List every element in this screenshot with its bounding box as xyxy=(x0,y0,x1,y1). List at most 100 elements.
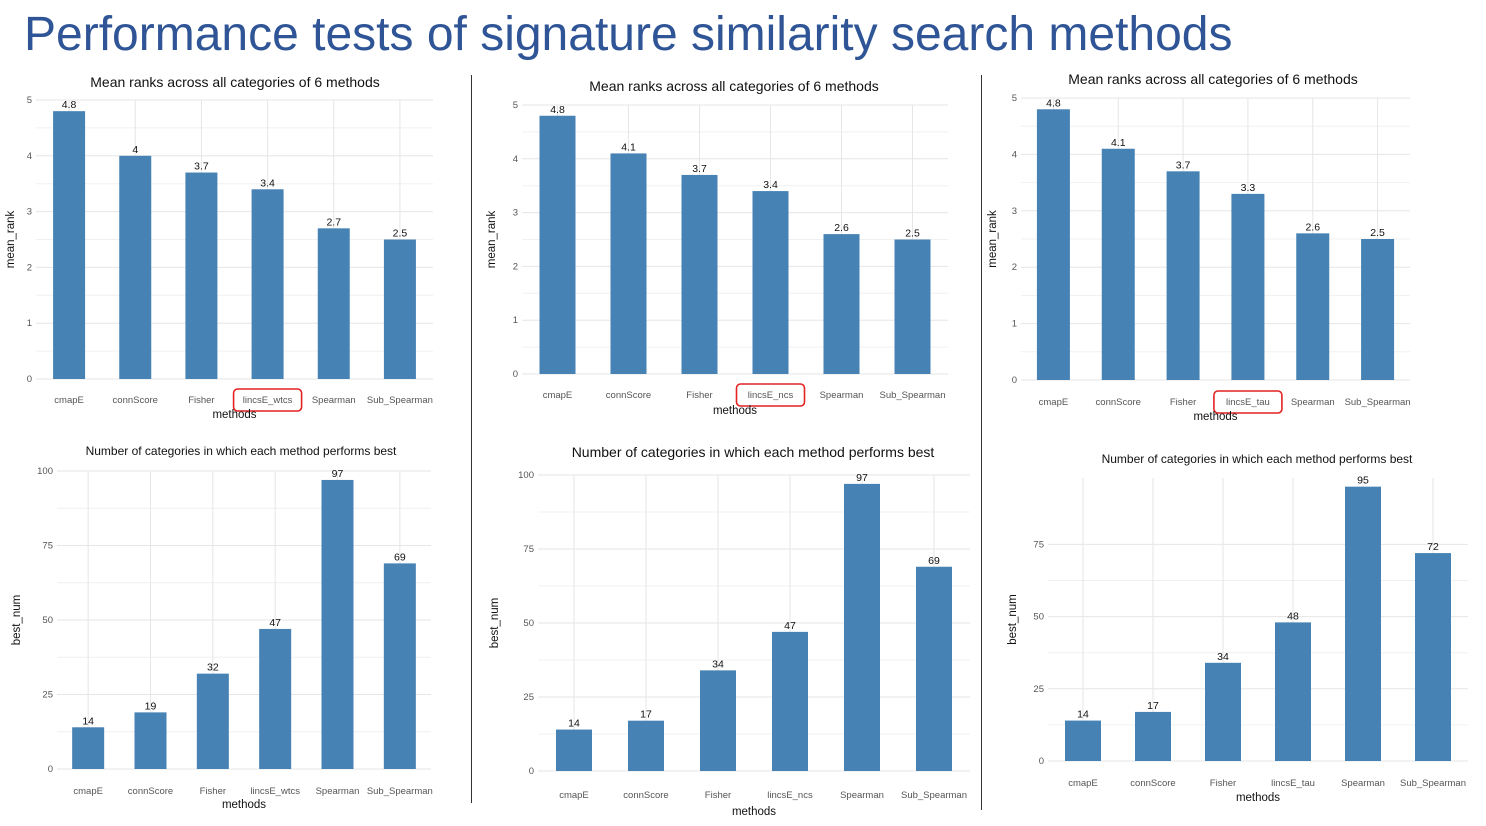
grid xyxy=(36,99,433,380)
y-tick-label: 0 xyxy=(1012,375,1017,386)
highlight-box xyxy=(232,388,303,412)
bar xyxy=(916,566,952,771)
bar-value-label: 47 xyxy=(784,620,796,632)
x-tick-label: Sub_Spearman xyxy=(1345,397,1411,408)
bar xyxy=(251,189,284,379)
grid xyxy=(538,474,970,772)
y-axis-label: best_num xyxy=(1007,594,1019,645)
x-tick-label: lincsE_ncs xyxy=(748,390,794,401)
y-tick-label: 50 xyxy=(1033,612,1044,623)
bar xyxy=(259,628,292,769)
y-axis-label: mean_rank xyxy=(486,210,498,268)
x-tick-label: lincsE_wtcs xyxy=(243,395,293,406)
bar xyxy=(681,174,718,374)
x-tick-label: Fisher xyxy=(200,786,226,797)
bar xyxy=(844,483,880,771)
highlight-box xyxy=(1213,390,1283,414)
y-tick-label: 75 xyxy=(523,544,534,555)
chart-title: Number of categories in which each metho… xyxy=(86,444,397,458)
bar-value-label: 4 xyxy=(132,144,138,156)
bar xyxy=(185,172,218,379)
x-tick-label: connScore xyxy=(113,395,158,406)
bar-value-label: 34 xyxy=(712,658,724,670)
x-tick-label: Spearman xyxy=(312,395,356,406)
bar-value-label: 3.3 xyxy=(1241,182,1256,194)
bar xyxy=(317,228,350,379)
x-tick-label: lincsE_tau xyxy=(1271,778,1315,789)
y-tick-label: 100 xyxy=(518,470,534,481)
y-tick-label: 5 xyxy=(27,95,32,106)
chart-mean-rank-tau: Mean ranks across all categories of 6 me… xyxy=(987,71,1411,423)
bar-value-label: 97 xyxy=(332,468,344,480)
x-axis-label: methods xyxy=(713,405,757,417)
y-tick-label: 0 xyxy=(48,764,53,775)
chart-title: Number of categories in which each metho… xyxy=(572,444,935,460)
chart-best-num-ncs: Number of categories in which each metho… xyxy=(489,444,970,818)
bar-value-label: 3.7 xyxy=(1176,159,1191,171)
x-tick-label: Fisher xyxy=(705,790,731,801)
bar-value-label: 17 xyxy=(640,709,652,721)
x-tick-label: lincsE_wtcs xyxy=(250,786,300,797)
y-tick-label: 1 xyxy=(27,318,32,329)
x-tick-label: Spearman xyxy=(1341,778,1385,789)
x-tick-label: Spearman xyxy=(840,790,884,801)
bar-value-label: 69 xyxy=(928,555,940,567)
bar xyxy=(72,727,105,769)
bar-value-label: 95 xyxy=(1357,475,1369,487)
bar-value-label: 4.8 xyxy=(1046,97,1061,109)
x-tick-label: cmapE xyxy=(543,390,573,401)
bar-value-label: 3.4 xyxy=(763,179,778,191)
y-tick-label: 0 xyxy=(1039,756,1044,767)
y-tick-label: 3 xyxy=(1012,206,1017,217)
y-axis-label: best_num xyxy=(11,595,23,646)
x-tick-label: lincsE_ncs xyxy=(767,790,813,801)
bar xyxy=(1135,711,1171,761)
bar-value-label: 97 xyxy=(856,472,868,484)
y-tick-label: 2 xyxy=(513,261,518,272)
page-title: Performance tests of signature similarit… xyxy=(24,8,1233,61)
grid xyxy=(1048,478,1468,762)
bar xyxy=(1231,193,1265,380)
x-tick-label: cmapE xyxy=(73,786,103,797)
bar xyxy=(383,239,416,379)
bar xyxy=(610,153,647,374)
y-tick-label: 25 xyxy=(523,692,534,703)
x-tick-label: lincsE_tau xyxy=(1226,397,1270,408)
x-tick-label: Spearman xyxy=(820,390,864,401)
bar xyxy=(556,729,592,771)
bar xyxy=(823,234,860,374)
x-axis-label: methods xyxy=(1193,411,1237,423)
x-tick-label: Sub_Spearman xyxy=(367,786,433,797)
x-tick-label: connScore xyxy=(1096,397,1141,408)
y-axis-label: mean_rank xyxy=(987,210,999,268)
bar-value-label: 3.7 xyxy=(692,163,707,175)
y-axis-label: mean_rank xyxy=(5,210,17,268)
x-tick-label: cmapE xyxy=(1039,397,1069,408)
y-tick-label: 5 xyxy=(513,100,518,111)
bar xyxy=(772,631,808,771)
x-tick-label: Sub_Spearman xyxy=(1400,778,1466,789)
y-tick-label: 1 xyxy=(513,315,518,326)
chart-best-num-tau: Number of categories in which each metho… xyxy=(1007,452,1468,804)
y-tick-label: 75 xyxy=(1033,539,1044,550)
highlight-box xyxy=(735,383,806,407)
y-tick-label: 2 xyxy=(27,262,32,273)
x-axis-label: methods xyxy=(1236,792,1280,804)
x-tick-label: Fisher xyxy=(686,390,712,401)
x-tick-label: connScore xyxy=(128,786,173,797)
y-tick-label: 4 xyxy=(513,154,518,165)
y-tick-label: 4 xyxy=(1012,149,1017,160)
bar xyxy=(134,712,167,769)
bar-value-label: 48 xyxy=(1287,610,1299,622)
x-tick-label: connScore xyxy=(606,390,651,401)
y-tick-label: 50 xyxy=(42,615,53,626)
x-tick-label: Spearman xyxy=(1291,397,1335,408)
bar xyxy=(1296,233,1330,380)
bar-value-label: 69 xyxy=(394,551,406,563)
bar xyxy=(539,115,576,374)
bar-value-label: 32 xyxy=(207,662,219,674)
bar-value-label: 4.8 xyxy=(550,104,565,116)
y-tick-label: 0 xyxy=(27,374,32,385)
divider-left xyxy=(471,75,472,803)
bar-value-label: 72 xyxy=(1427,541,1439,553)
